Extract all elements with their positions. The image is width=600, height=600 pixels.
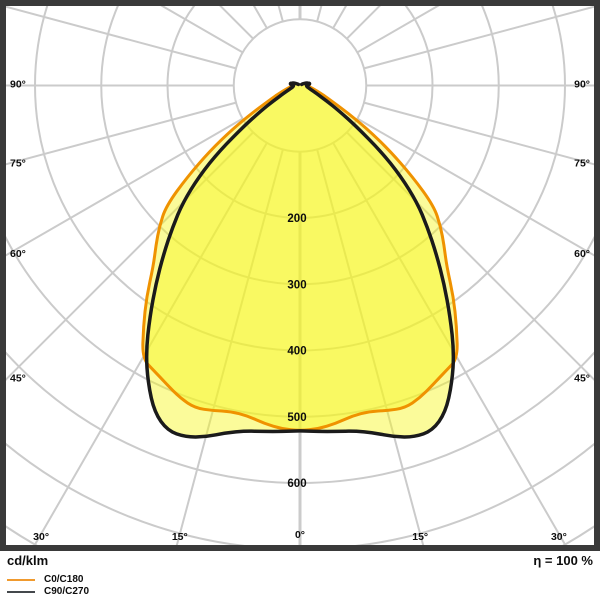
legend-item-c90-c270: C90/C270 — [7, 586, 593, 597]
polar-plot-area: 200 300 400 500 600 90° 75° 60° 45° 90° 75° 60° 45° 3… — [0, 0, 600, 551]
angle-label-left-75: 75° — [10, 157, 26, 169]
legend: C0/C180 C90/C270 — [7, 574, 593, 597]
polar-chart: 200 300 400 500 600 90° 75° 60° 45° 90° 75° 60° 45° 3… — [6, 6, 594, 545]
radial-line-345 — [175, 149, 284, 545]
fill-C0-C180 — [142, 83, 458, 431]
unit-label: cd/klm — [7, 553, 49, 568]
radial-line-255 — [6, 6, 237, 70]
ring-label-400: 400 — [287, 346, 306, 358]
angle-label-right-60: 60° — [574, 248, 590, 260]
legend-bar: cd/klm η = 100 % C0/C180 C90/C270 — [0, 551, 600, 600]
curve-C90-C270 — [144, 81, 456, 439]
ring-label-600: 600 — [287, 478, 306, 490]
legend-label-c0-c180: C0/C180 — [44, 573, 84, 585]
legend-label-c90-c270: C90/C270 — [44, 585, 90, 597]
angle-label-left-60: 60° — [10, 248, 26, 260]
angle-labels: 90° 75° 60° 45° 90° 75° 60° 45° 30° 15° 0° 15° 30° — [10, 79, 590, 544]
radial-line-60 — [356, 117, 594, 257]
angle-label-right-90: 90° — [574, 79, 590, 91]
angle-label-bottom-0: 0° — [295, 529, 305, 541]
angle-label-left-90: 90° — [10, 79, 26, 91]
angle-label-bottom-left-15: 15° — [172, 531, 188, 543]
radial-line-300 — [6, 117, 244, 257]
radial-line-45 — [346, 131, 594, 381]
angle-label-bottom-left-30: 30° — [33, 531, 49, 543]
footer-top-row: cd/klm η = 100 % — [7, 554, 593, 568]
efficiency-label: η = 100 % — [533, 553, 593, 568]
radial-line-330 — [33, 142, 268, 545]
radial-line-75 — [363, 101, 594, 166]
angle-label-left-45: 45° — [10, 373, 26, 385]
ring-label-200: 200 — [287, 213, 306, 225]
angle-label-bottom-30: 30° — [551, 531, 567, 543]
c90-c270-line-swatch — [7, 590, 35, 593]
radial-line-315 — [6, 131, 254, 381]
ring-value-labels: 200 300 400 500 600 — [287, 213, 306, 490]
radial-grid — [6, 6, 594, 545]
radial-line-15 — [316, 149, 425, 545]
angle-label-right-45: 45° — [574, 373, 590, 385]
radial-line-105 — [363, 6, 594, 70]
radial-line-30 — [332, 142, 567, 545]
c0-c180-line-swatch — [7, 578, 35, 581]
legend-item-c0-c180: C0/C180 — [7, 574, 593, 585]
ring-label-500: 500 — [287, 412, 306, 424]
angle-label-right-75: 75° — [574, 157, 590, 169]
angle-label-bottom-15: 15° — [412, 531, 428, 543]
ring-label-300: 300 — [287, 279, 306, 291]
fill-C90-C270 — [146, 83, 454, 438]
curve-fills — [142, 83, 458, 438]
radial-line-285 — [6, 101, 237, 166]
